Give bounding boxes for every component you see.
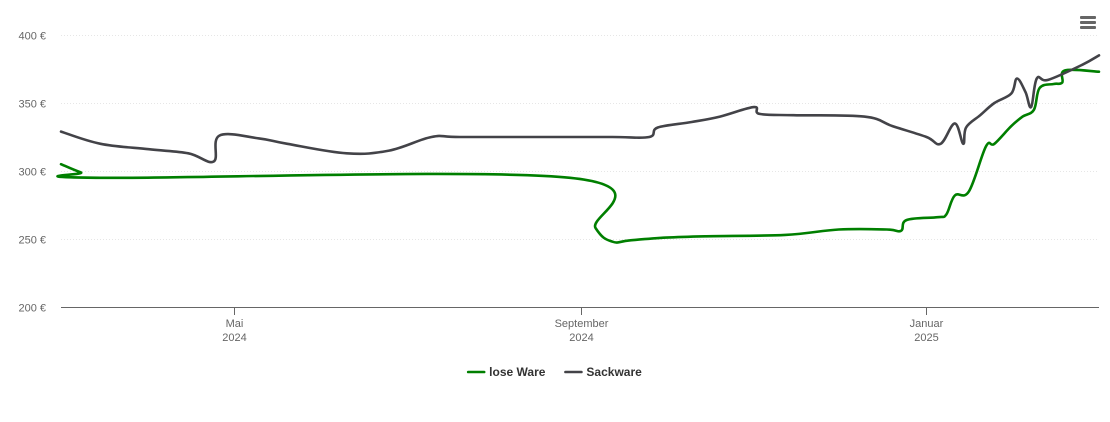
legend: lose Ware Sackware [466,365,642,379]
y-tick-label: 200 € [18,303,46,315]
x-tick-label-month: Mai [226,318,244,330]
legend-label: Sackware [586,365,642,379]
legend-item: lose Ware [466,365,546,379]
y-tick-label: 350 € [18,99,46,111]
x-tick-label-year: 2024 [222,332,246,344]
x-tick-label-year: 2025 [914,332,938,344]
legend-label: lose Ware [489,365,546,379]
y-tick-label: 300 € [18,167,46,179]
chart-menu-icon[interactable] [1074,10,1100,34]
x-axis: Mai 2024 September 2024 Januar 2025 [61,307,1099,344]
y-tick-label: 250 € [18,235,46,247]
x-tick-label-month: Januar [910,318,944,330]
gridlines [61,35,1099,240]
legend-item: Sackware [564,365,642,379]
series-lines [56,54,1101,244]
series-line-0 [56,68,1101,244]
x-tick-label-month: September [555,318,609,330]
y-axis-labels: 200 € 250 € 300 € 350 € 400 € [18,31,46,315]
y-tick-label: 400 € [18,31,46,43]
x-tick-label-year: 2024 [569,332,593,344]
series-line-1 [59,54,1101,164]
